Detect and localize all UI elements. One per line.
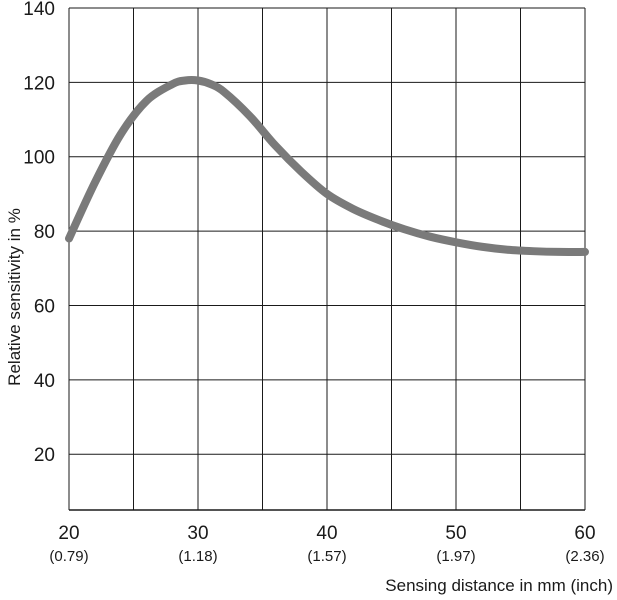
y-tick-label: 20 [34,445,55,466]
y-tick-label: 100 [23,148,55,169]
x-tick-labels: 20 (0.79) 30 (1.18) 40 (1.57) 50 (1.97) 60 (2.36) [49,523,604,565]
x-tick-sublabel: (1.97) [436,548,475,565]
x-tick-label: 20 [58,523,79,544]
y-tick-label: 60 [34,296,55,317]
x-tick-label: 50 [445,523,466,544]
y-tick-label: 40 [34,371,55,392]
y-tick-label: 120 [23,73,55,94]
x-tick-sublabel: (1.57) [307,548,346,565]
x-tick-sublabel: (1.18) [178,548,217,565]
x-tick-label: 60 [574,523,595,544]
x-tick-label: 30 [187,523,208,544]
x-tick-sublabel: (2.36) [565,548,604,565]
x-axis-label: Sensing distance in mm (inch) [385,576,613,595]
sensitivity-curve [65,76,589,256]
x-tick-label: 40 [316,523,337,544]
y-tick-labels: 20 40 60 80 100 120 140 [23,0,55,466]
x-tick-sublabel: (0.79) [49,548,88,565]
series-layer [65,76,589,256]
y-tick-label: 80 [34,222,55,243]
y-axis-label: Relative sensitivity in % [5,208,24,386]
grid [68,7,586,511]
y-tick-label: 140 [23,0,55,20]
